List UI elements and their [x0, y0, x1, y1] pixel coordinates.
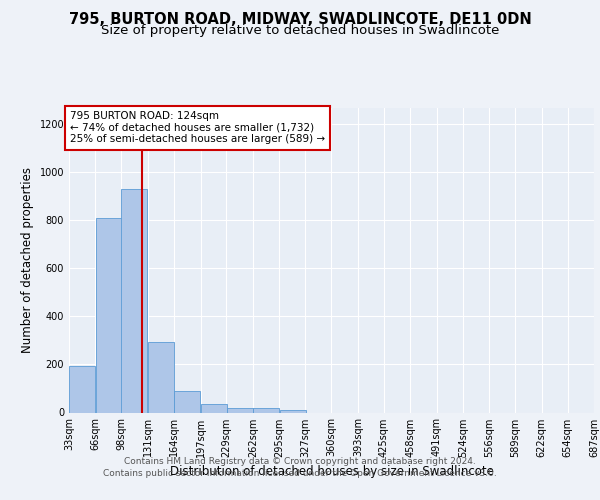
Bar [148, 342, 174, 412]
Bar [69, 366, 95, 412]
Bar [201, 404, 227, 412]
Bar [253, 408, 279, 412]
Bar [121, 190, 148, 412]
Text: Contains HM Land Registry data © Crown copyright and database right 2024.: Contains HM Land Registry data © Crown c… [124, 457, 476, 466]
Text: 795, BURTON ROAD, MIDWAY, SWADLINCOTE, DE11 0DN: 795, BURTON ROAD, MIDWAY, SWADLINCOTE, D… [68, 12, 532, 28]
X-axis label: Distribution of detached houses by size in Swadlincote: Distribution of detached houses by size … [170, 465, 493, 478]
Text: 795 BURTON ROAD: 124sqm
← 74% of detached houses are smaller (1,732)
25% of semi: 795 BURTON ROAD: 124sqm ← 74% of detache… [70, 111, 325, 144]
Bar [175, 392, 200, 412]
Bar [95, 218, 122, 412]
Bar [227, 408, 253, 412]
Bar [280, 410, 305, 412]
Text: Contains public sector information licensed under the Open Government Licence v3: Contains public sector information licen… [103, 468, 497, 477]
Y-axis label: Number of detached properties: Number of detached properties [21, 167, 34, 353]
Text: Size of property relative to detached houses in Swadlincote: Size of property relative to detached ho… [101, 24, 499, 37]
